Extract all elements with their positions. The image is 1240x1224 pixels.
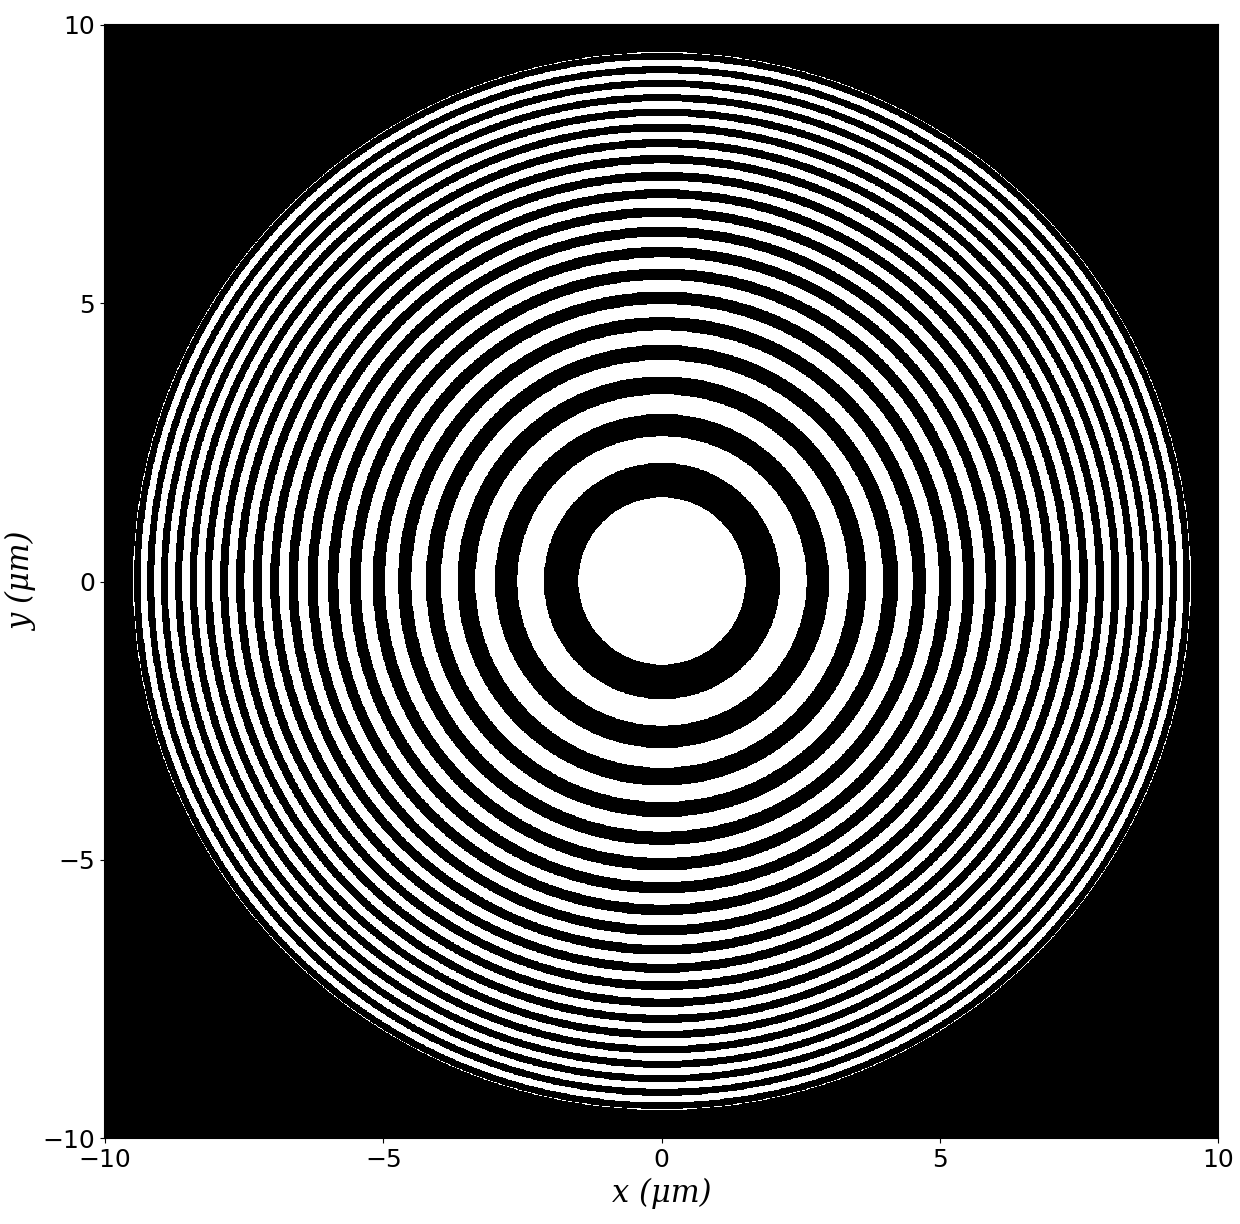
X-axis label: x (μm): x (μm)	[611, 1177, 712, 1208]
Y-axis label: y (μm): y (μm)	[6, 531, 37, 632]
